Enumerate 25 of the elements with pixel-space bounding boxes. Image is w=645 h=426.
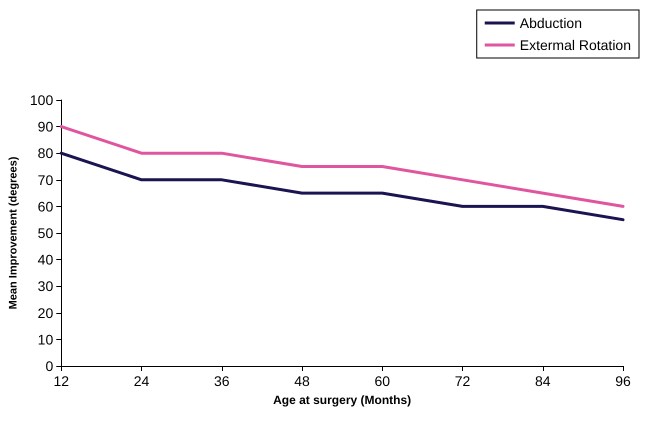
y-tick-label: 50 <box>38 225 54 241</box>
y-tick-label: 10 <box>38 331 54 348</box>
x-tick-label: 12 <box>53 373 70 389</box>
y-tick-label: 80 <box>38 145 54 162</box>
y-axis-title: Mean Improvement (degrees) <box>8 156 20 310</box>
y-tick-label: 0 <box>45 358 54 374</box>
y-tick-label: 20 <box>38 304 54 321</box>
x-tick-label: 72 <box>454 373 470 389</box>
x-tick-label: 24 <box>134 373 150 389</box>
y-tick-label: 100 <box>30 92 54 108</box>
x-tick-label: 60 <box>374 373 390 389</box>
x-tick-label: 84 <box>534 373 551 389</box>
y-tick-label: 90 <box>38 118 54 135</box>
x-axis-title: Age at surgery (Months) <box>273 393 412 407</box>
x-tick-label: 96 <box>615 373 631 389</box>
line-series <box>60 152 624 222</box>
y-tick-label: 40 <box>38 252 54 268</box>
legend-label: Extermal Rotation <box>520 37 632 53</box>
x-tick-label: 36 <box>214 373 230 389</box>
line-series <box>60 125 624 208</box>
y-tick-label: 30 <box>38 278 54 294</box>
y-tick-label: 70 <box>38 172 54 188</box>
y-tick-label: 60 <box>38 198 54 214</box>
x-tick-label: 48 <box>294 373 310 389</box>
legend-label: Abduction <box>520 15 582 31</box>
